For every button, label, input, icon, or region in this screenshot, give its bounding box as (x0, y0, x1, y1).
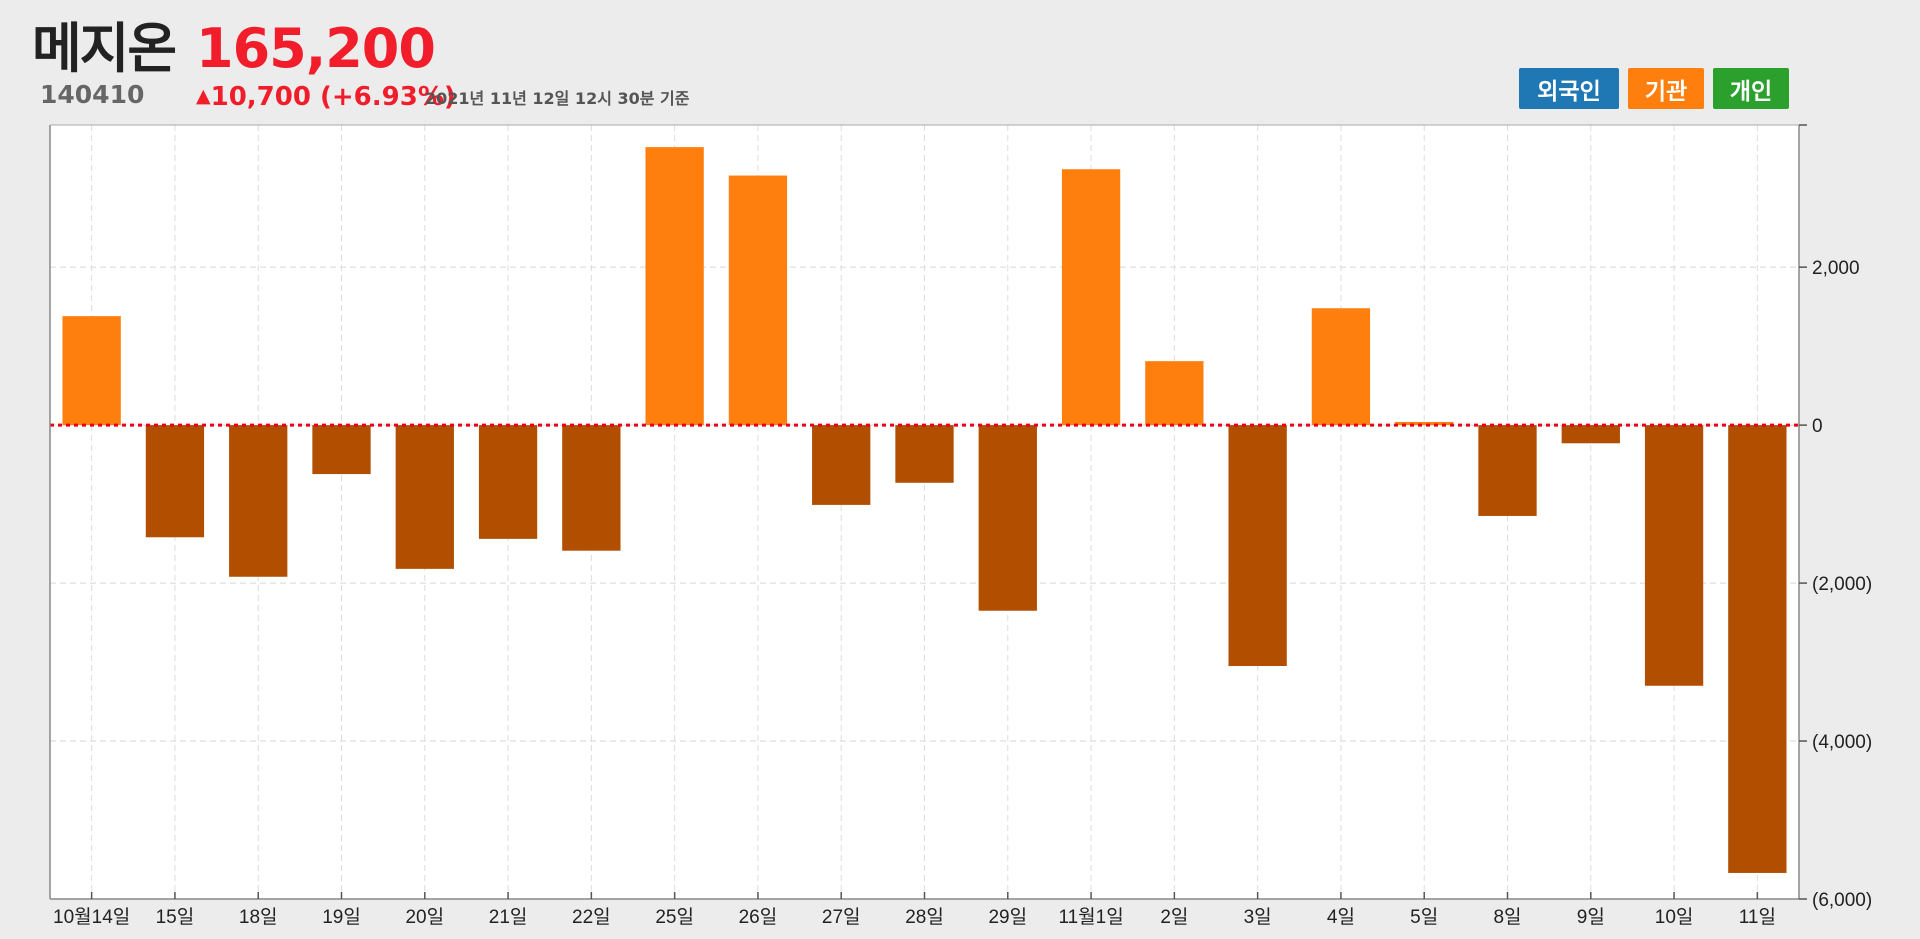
bar (1395, 421, 1454, 426)
legend-individual-label: 개인 (1729, 78, 1773, 105)
bar (895, 425, 954, 483)
bar (478, 425, 538, 539)
x-tick-label: 20일 (405, 906, 444, 928)
y-tick-label: 2,000 (1812, 258, 1860, 279)
bar (1061, 169, 1121, 426)
bar (145, 425, 205, 538)
bar (645, 147, 704, 426)
x-tick-label: 21일 (489, 906, 528, 928)
x-tick-label: 11월1일 (1058, 906, 1123, 928)
bar (978, 425, 1037, 611)
x-tick-label: 19일 (322, 906, 361, 928)
x-tick-label: 28일 (905, 906, 944, 928)
x-tick-label: 4일 (1327, 906, 1355, 928)
y-tick-label: (6,000) (1812, 890, 1872, 911)
legend-foreign-label: 외국인 (1537, 78, 1601, 105)
x-tick-label: 15일 (156, 906, 195, 928)
bar (312, 425, 371, 475)
bar (728, 175, 788, 426)
x-tick-label: 5일 (1410, 906, 1438, 928)
x-tick-label: 3일 (1244, 906, 1272, 928)
bar (1644, 425, 1704, 686)
x-tick-label: 25일 (655, 906, 694, 928)
stock-name: 메지온 (32, 17, 177, 80)
y-tick-label: (2,000) (1812, 574, 1872, 595)
bar (1728, 425, 1787, 873)
up-arrow-icon: ▲ (196, 85, 211, 107)
bar (1145, 361, 1204, 426)
x-tick-label: 22일 (572, 906, 611, 928)
x-tick-label: 10일 (1655, 906, 1694, 928)
x-tick-label: 10월14일 (53, 906, 130, 928)
bar (1561, 425, 1620, 444)
bar (812, 425, 871, 505)
legend-foreign-button[interactable]: 외국인 (1519, 68, 1619, 109)
x-tick-label: 26일 (739, 906, 778, 928)
bar (1311, 308, 1371, 426)
bar (395, 425, 454, 569)
y-tick-label: (4,000) (1812, 732, 1872, 753)
x-tick-label: 27일 (822, 906, 861, 928)
price-change: ▲10,700 (+6.93%) (196, 84, 456, 110)
legend-institution-label: 기관 (1644, 78, 1688, 105)
y-tick-label: 0 (1812, 416, 1823, 437)
price-change-value: 10,700 (+6.93%) (210, 82, 456, 112)
legend-institution-button[interactable]: 기관 (1628, 68, 1704, 109)
x-tick-label: 11일 (1739, 906, 1776, 928)
bar (1478, 425, 1537, 516)
timestamp: 2021년 11년 12일 12시 30분 기준 (425, 89, 690, 108)
legend-individual-button[interactable]: 개인 (1713, 68, 1789, 109)
current-price: 165,200 (196, 17, 436, 80)
x-tick-label: 2일 (1160, 906, 1188, 928)
bar (1228, 425, 1287, 667)
stock-code: 140410 (40, 80, 145, 109)
x-tick-label: 9일 (1577, 906, 1605, 928)
bar (229, 425, 288, 577)
x-tick-label: 29일 (988, 906, 1027, 928)
bar (62, 316, 121, 426)
header: 메지온 140410 165,200 ▲10,700 (+6.93%) 2021… (0, 0, 1920, 124)
bar (562, 425, 621, 551)
x-tick-label: 8일 (1493, 906, 1521, 928)
x-tick-label: 18일 (239, 906, 278, 928)
